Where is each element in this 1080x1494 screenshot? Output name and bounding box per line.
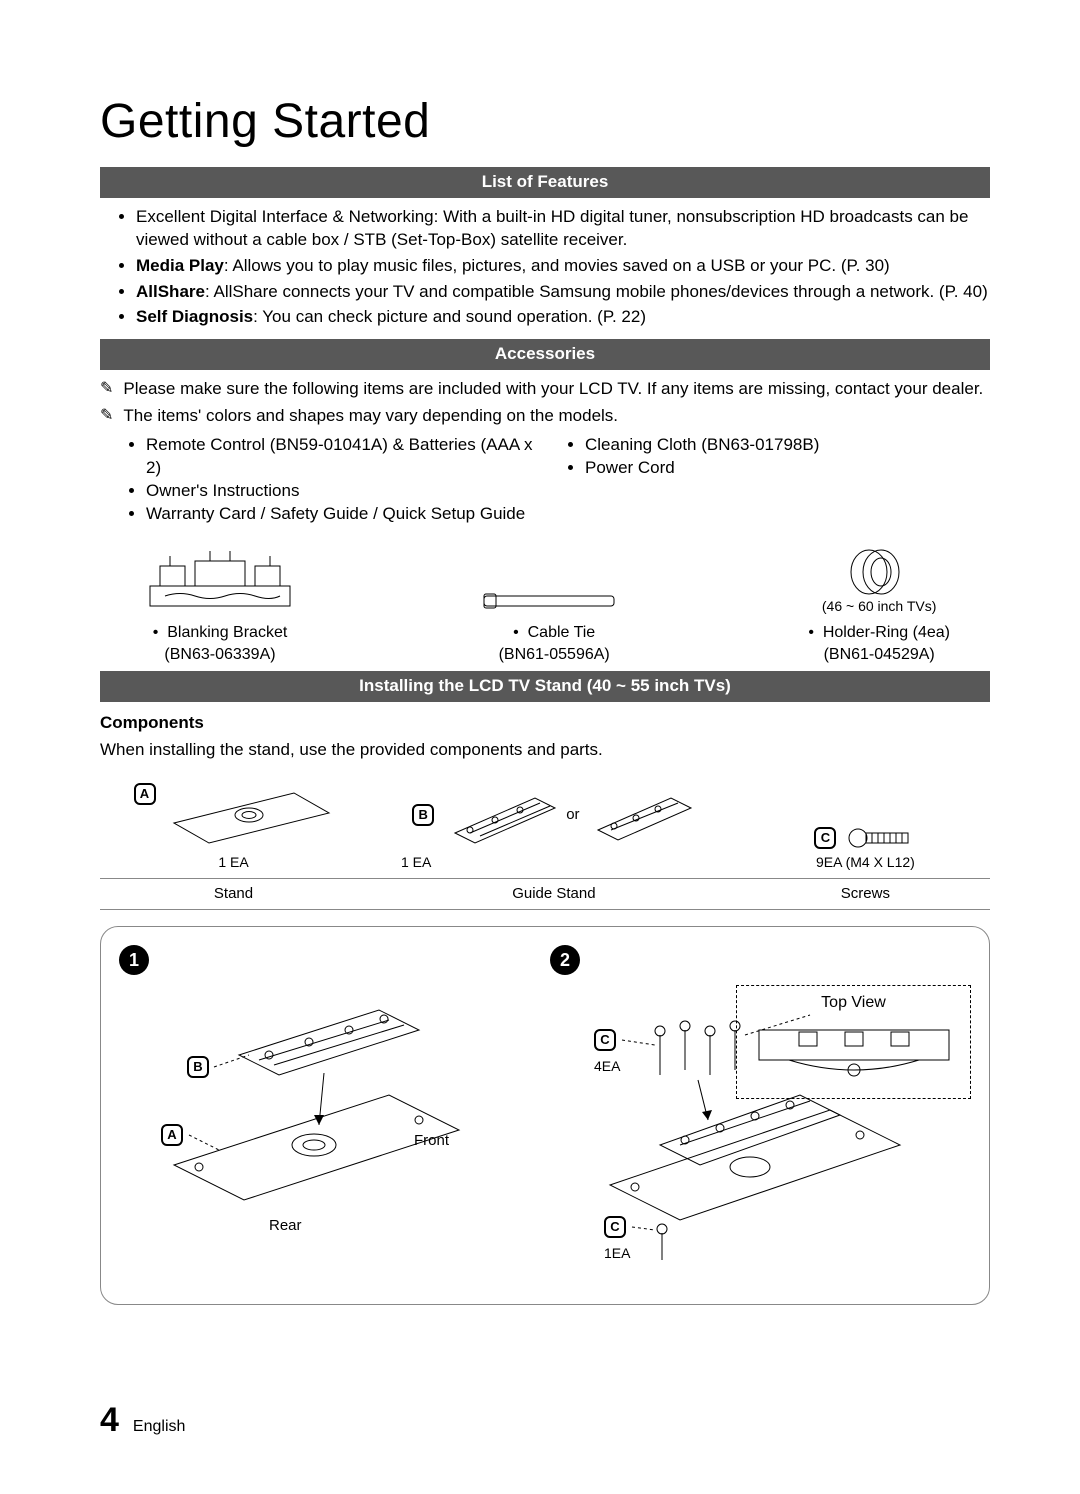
note-line: ✎ Please make sure the following items a… <box>100 378 990 401</box>
install-text: When installing the stand, use the provi… <box>100 739 990 762</box>
page-footer: 4 English <box>100 1398 185 1444</box>
guide-stand-icon-2 <box>586 778 696 853</box>
accessories-item: Power Cord <box>585 457 990 480</box>
label-stand: Stand <box>100 878 367 909</box>
qty-b: 1 EA <box>371 853 737 872</box>
guide-stand-icon <box>440 778 560 853</box>
top-view-box: Top View <box>736 985 971 1099</box>
components-subheader: Components <box>100 712 990 735</box>
note-text: The items' colors and shapes may vary de… <box>123 405 618 428</box>
accessories-item: Cleaning Cloth (BN63-01798B) <box>585 434 990 457</box>
callout-c-top: C <box>594 1029 616 1051</box>
callout-a: A <box>161 1124 183 1146</box>
label-front: Front <box>414 1132 450 1149</box>
screw-icon <box>846 823 916 853</box>
page-language: English <box>133 1416 185 1438</box>
part-blanking-bracket: • Blanking Bracket(BN63-06339A) <box>140 536 300 665</box>
accessories-item: Owner's Instructions <box>146 480 535 503</box>
top-view-icon <box>749 1020 959 1090</box>
accessories-item: Warranty Card / Safety Guide / Quick Set… <box>146 503 535 526</box>
features-list: Excellent Digital Interface & Networking… <box>100 206 990 330</box>
or-label: or <box>566 805 579 825</box>
label-1ea: 1EA <box>604 1245 631 1261</box>
note-text: Please make sure the following items are… <box>123 378 983 401</box>
badge-c: C <box>814 827 836 849</box>
accessories-lists: Remote Control (BN59-01041A) & Batteries… <box>100 434 990 526</box>
label-screws: Screws <box>741 878 990 909</box>
section-header-features: List of Features <box>100 167 990 198</box>
page-number: 4 <box>100 1398 119 1444</box>
section-header-accessories: Accessories <box>100 339 990 370</box>
accessories-parts-row: • Blanking Bracket(BN63-06339A) • Cable … <box>100 536 990 665</box>
note-icon: ✎ <box>100 378 113 400</box>
holder-ring-note: (46 ~ 60 inch TVs) <box>808 597 950 616</box>
label-4ea: 4EA <box>594 1058 621 1074</box>
accessories-item: Remote Control (BN59-01041A) & Batteries… <box>146 434 535 480</box>
callout-c-bottom: C <box>604 1216 626 1238</box>
step-badge-2: 2 <box>550 945 580 975</box>
note-line: ✎ The items' colors and shapes may vary … <box>100 405 990 428</box>
assembly-step-2: 2 Top View C <box>550 945 971 1282</box>
feature-item: Excellent Digital Interface & Networking… <box>136 206 990 252</box>
badge-a: A <box>134 783 156 805</box>
page-title: Getting Started <box>100 90 990 155</box>
callout-b: B <box>187 1056 209 1078</box>
cable-tie-icon <box>479 586 629 616</box>
step-badge-1: 1 <box>119 945 149 975</box>
feature-item: AllShare: AllShare connects your TV and … <box>136 281 990 304</box>
assembly-steps-box: 1 B A <box>100 926 990 1305</box>
components-table: A 1 EA B or <box>100 772 990 910</box>
feature-item: Self Diagnosis: You can check picture an… <box>136 306 990 329</box>
part-cable-tie: • Cable Tie(BN61-05596A) <box>479 586 629 665</box>
label-guide-stand: Guide Stand <box>367 878 741 909</box>
holder-ring-icon <box>839 547 919 597</box>
qty-a: 1 EA <box>104 853 363 872</box>
badge-b: B <box>412 804 434 826</box>
stand-icon <box>164 783 334 853</box>
part-holder-ring: (46 ~ 60 inch TVs) • Holder-Ring (4ea)(B… <box>808 547 950 665</box>
qty-c: 9EA (M4 X L12) <box>745 853 986 872</box>
label-rear: Rear <box>269 1217 302 1234</box>
top-view-label: Top View <box>745 992 962 1014</box>
assembly-step-1: 1 B A <box>119 945 540 1282</box>
feature-item: Media Play: Allows you to play music fil… <box>136 255 990 278</box>
accessories-right-list: Cleaning Cloth (BN63-01798B) Power Cord <box>555 434 990 480</box>
note-icon: ✎ <box>100 405 113 427</box>
accessories-left-list: Remote Control (BN59-01041A) & Batteries… <box>100 434 535 526</box>
section-header-install: Installing the LCD TV Stand (40 ~ 55 inc… <box>100 671 990 702</box>
assembly-diagram-1: B A Front Rear <box>119 995 479 1255</box>
blanking-bracket-icon <box>140 536 300 616</box>
